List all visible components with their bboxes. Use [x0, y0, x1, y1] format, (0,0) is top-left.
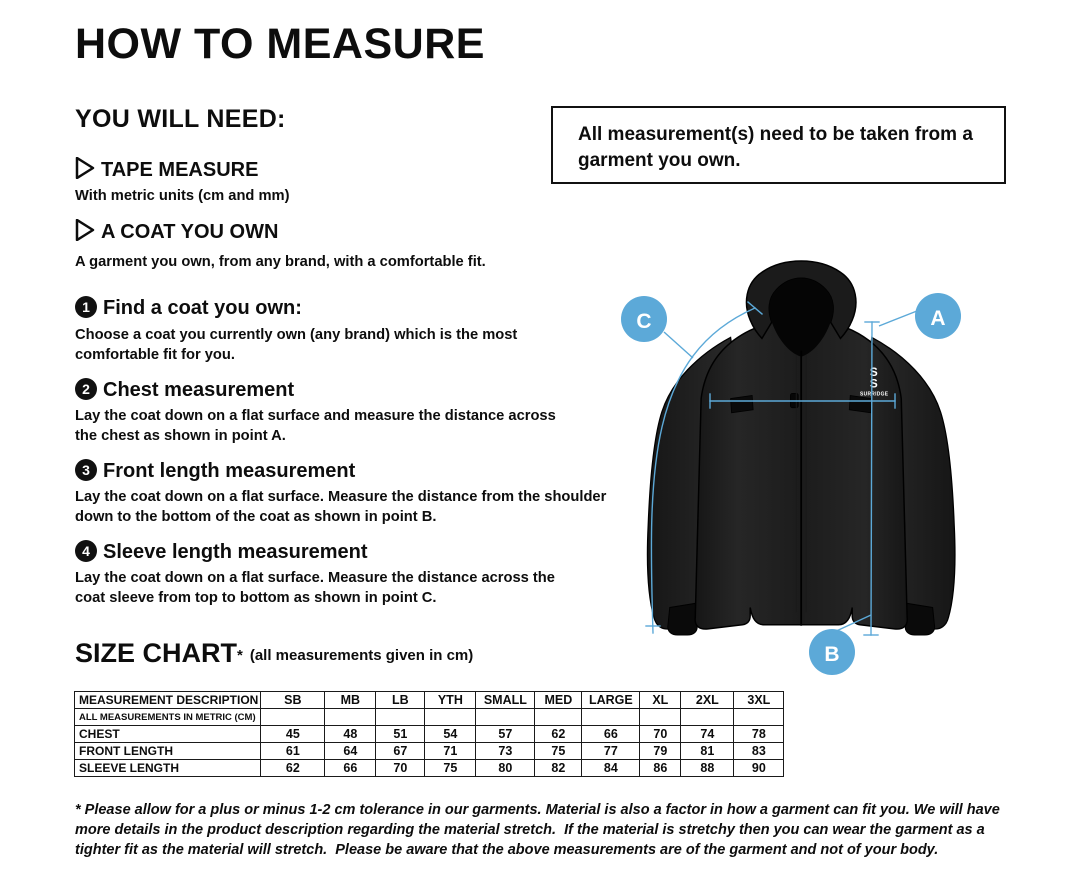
svg-text:SURRIDGE: SURRIDGE: [860, 391, 889, 397]
svg-text:A: A: [930, 307, 945, 330]
svg-text:B: B: [824, 643, 839, 666]
svg-text:C: C: [636, 310, 651, 333]
